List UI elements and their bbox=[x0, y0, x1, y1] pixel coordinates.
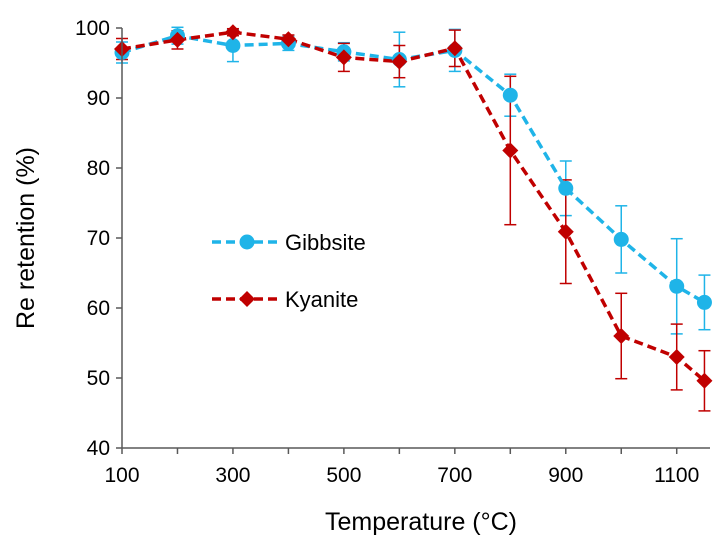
kyanite-data-point bbox=[668, 349, 685, 365]
kyanite-data-point bbox=[224, 24, 241, 41]
y-tick-label: 60 bbox=[87, 297, 110, 320]
kyanite-data-point bbox=[335, 49, 352, 66]
gibbsite-data-point bbox=[696, 294, 712, 310]
x-tick-label: 300 bbox=[215, 464, 250, 487]
kyanite-data-point bbox=[169, 31, 186, 48]
x-tick-label: 900 bbox=[548, 464, 583, 487]
axes bbox=[116, 27, 710, 454]
x-axis-title: Temperature (°C) bbox=[325, 508, 517, 536]
error-bars bbox=[116, 26, 711, 412]
y-tick-label: 40 bbox=[87, 437, 110, 460]
tick-labels: 40 50 60 70 80 90 100 100 300 500 700 900 1100 bbox=[75, 17, 699, 487]
legend-item-gibbsite: Gibbsite bbox=[212, 230, 366, 255]
gibbsite-data-point bbox=[558, 180, 574, 196]
gibbsite-data-point bbox=[502, 87, 518, 103]
legend-swatch-marker-kyanite bbox=[239, 291, 255, 307]
kyanite-data-point bbox=[391, 53, 408, 70]
kyanite-series-line bbox=[121, 30, 706, 383]
legend-swatch-marker-gibbsite bbox=[239, 234, 255, 250]
kyanite-data-point bbox=[613, 328, 630, 344]
series-markers bbox=[114, 24, 713, 389]
legend-label-kyanite: Kyanite bbox=[285, 287, 358, 312]
x-tick-label: 700 bbox=[437, 464, 472, 487]
y-tick-label: 100 bbox=[75, 17, 110, 40]
y-axis-title: Re retention (%) bbox=[12, 147, 40, 329]
kyanite-data-point bbox=[502, 142, 519, 159]
y-tick-label: 70 bbox=[87, 227, 110, 250]
kyanite-data-point bbox=[696, 372, 713, 389]
y-tick-label: 90 bbox=[87, 87, 110, 110]
legend-item-kyanite: Kyanite bbox=[212, 287, 358, 312]
legend-label-gibbsite: Gibbsite bbox=[285, 230, 366, 255]
gibbsite-data-point bbox=[225, 38, 241, 53]
x-tick-label: 1100 bbox=[654, 464, 699, 487]
gibbsite-data-point bbox=[669, 278, 685, 294]
kyanite-data-point bbox=[557, 223, 574, 240]
x-tick-label: 500 bbox=[326, 464, 361, 487]
y-tick-label: 50 bbox=[87, 367, 110, 390]
y-tick-label: 80 bbox=[87, 157, 110, 180]
gibbsite-data-point bbox=[613, 231, 629, 247]
legend: Gibbsite Kyanite bbox=[212, 230, 366, 312]
series-lines bbox=[121, 30, 706, 383]
kyanite-data-point bbox=[280, 31, 297, 48]
x-tick-label: 100 bbox=[104, 464, 139, 487]
kyanite-data-point bbox=[446, 40, 463, 57]
gibbsite-series-line bbox=[121, 33, 706, 304]
